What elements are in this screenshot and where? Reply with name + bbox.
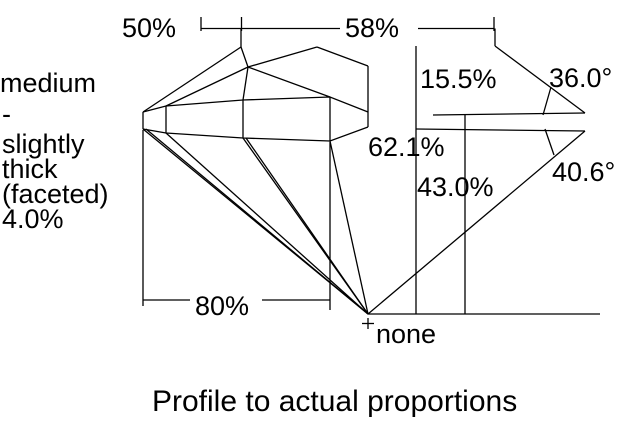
svg-text:50%: 50% — [122, 13, 176, 43]
svg-text:4.0%: 4.0% — [2, 204, 64, 234]
svg-text:58%: 58% — [345, 13, 399, 43]
svg-text:Profile to actual proportions: Profile to actual proportions — [152, 385, 517, 418]
svg-text:43.0%: 43.0% — [417, 172, 494, 202]
svg-text:40.6°: 40.6° — [552, 157, 615, 187]
svg-text:36.0°: 36.0° — [549, 63, 612, 93]
svg-text:62.1%: 62.1% — [368, 132, 445, 162]
svg-text:-: - — [2, 99, 11, 129]
svg-text:80%: 80% — [195, 291, 249, 321]
svg-text:15.5%: 15.5% — [420, 64, 497, 94]
svg-text:medium: medium — [0, 68, 96, 98]
svg-text:none: none — [376, 319, 436, 349]
